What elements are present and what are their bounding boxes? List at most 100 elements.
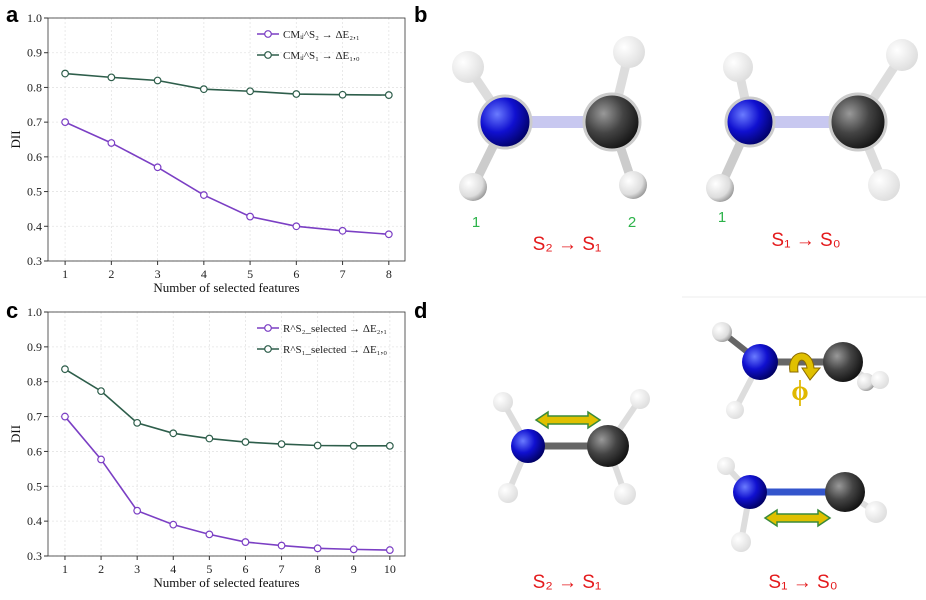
caption: S₂ → S₁ [533, 572, 602, 593]
data-point [199, 85, 208, 94]
panel-label: b [414, 2, 427, 27]
data-point [338, 226, 347, 235]
data-point [384, 230, 393, 239]
x-tick-label: 8 [386, 267, 392, 281]
data-point [107, 139, 116, 147]
plot-frame [47, 311, 406, 557]
y-axis-label: DII [8, 425, 23, 443]
y-tick-label: 0.4 [27, 219, 42, 233]
data-point [107, 73, 116, 82]
x-tick-label: 7 [340, 267, 346, 281]
y-tick-label: 0.8 [27, 80, 42, 94]
legend-marker [264, 30, 272, 38]
y-axis-label: DII [8, 130, 23, 148]
x-tick-label: 1 [62, 267, 68, 281]
x-tick-label: 2 [98, 562, 104, 576]
y-tick-label: 1.0 [27, 305, 42, 319]
y-tick-label: 0.8 [27, 375, 42, 389]
data-point [313, 441, 322, 450]
x-tick-label: 8 [315, 562, 321, 576]
y-tick-label: 0.5 [27, 479, 42, 493]
y-tick-label: 0.4 [27, 514, 42, 528]
data-point [133, 418, 142, 427]
data-point [133, 506, 142, 515]
data-point [385, 441, 394, 450]
series-line [65, 72, 389, 96]
data-point [169, 520, 178, 529]
y-tick-label: 0.3 [27, 254, 42, 268]
x-tick-label: 3 [155, 267, 161, 281]
y-tick-label: 0.9 [27, 46, 42, 60]
charts: a 0.3 0.4 0.5 0.6 0.7 0.8 0.9 1.0 1 2 3 4 5 6 7 8 Number … [6, 2, 406, 590]
legend-marker [264, 324, 272, 332]
y-tick-label: 1.0 [27, 11, 42, 25]
data-point [97, 455, 105, 464]
x-axis-label: Number of selected features [153, 280, 299, 295]
panel-label: c [6, 298, 18, 323]
data-point [277, 440, 286, 449]
data-point [313, 544, 322, 553]
molecule [717, 457, 887, 552]
series-line [64, 368, 390, 447]
x-tick-label: 2 [108, 267, 114, 281]
data-point [277, 541, 286, 550]
x-tick-label: 1 [62, 562, 68, 576]
data-point [385, 546, 394, 554]
data-point [292, 90, 301, 98]
data-point [246, 212, 254, 221]
y-tick-label: 0.3 [27, 549, 42, 563]
data-point [241, 438, 250, 446]
x-tick-label: 10 [384, 562, 396, 576]
angle-symbol: ϕ [791, 376, 808, 407]
data-point [61, 69, 70, 78]
x-tick-label: 7 [279, 562, 285, 576]
y-tick-label: 0.6 [27, 150, 42, 164]
data-point [61, 412, 69, 421]
data-point [384, 91, 393, 99]
x-axis-label: Number of selected features [153, 575, 299, 590]
panel-label: d [414, 298, 427, 323]
data-point [349, 441, 358, 450]
legend-marker [264, 51, 272, 59]
x-tick-label: 6 [242, 562, 248, 576]
x-tick-label: 6 [293, 267, 299, 281]
panel-label: a [6, 2, 19, 27]
data-point [61, 365, 69, 374]
y-tick-label: 0.7 [27, 115, 42, 129]
x-tick-label: 4 [201, 267, 207, 281]
legend-label: CMᵢⱼ^S₂ → ΔE₂,₁ [283, 29, 360, 41]
data-point [205, 434, 214, 443]
data-point [246, 87, 254, 96]
plot-frame [47, 17, 406, 262]
y-tick-label: 0.6 [27, 444, 42, 458]
molecule [493, 389, 650, 505]
legend-label: R^S₂_selected → ΔE₂,₁ [283, 323, 387, 335]
molecule [706, 39, 918, 202]
caption: S₂ → S₁ [533, 234, 602, 255]
y-tick-label: 0.9 [27, 340, 42, 354]
legend-label: R^S₁_selected → ΔE₁,₀ [283, 344, 387, 356]
data-point [338, 90, 347, 99]
atom-label: 2 [628, 214, 636, 231]
molecule [712, 322, 889, 419]
caption: S₁ → S₀ [771, 230, 840, 251]
data-point [199, 191, 208, 199]
y-tick-label: 0.7 [27, 410, 42, 424]
data-point [153, 76, 162, 85]
legend-label: CMᵢⱼ^S₁ → ΔE₁,₀ [283, 50, 360, 62]
molecule [452, 36, 647, 201]
atom-label: 1 [472, 214, 480, 231]
caption: S₁ → S₀ [768, 572, 837, 593]
x-tick-label: 9 [351, 562, 357, 576]
data-point [292, 222, 301, 231]
legend-marker [264, 345, 272, 353]
data-point [205, 530, 214, 539]
x-tick-label: 5 [206, 562, 212, 576]
data-point [153, 163, 162, 172]
x-tick-label: 5 [247, 267, 253, 281]
series-line [64, 416, 390, 551]
data-point [97, 387, 105, 396]
x-tick-label: 4 [170, 562, 176, 576]
data-point [169, 429, 178, 438]
